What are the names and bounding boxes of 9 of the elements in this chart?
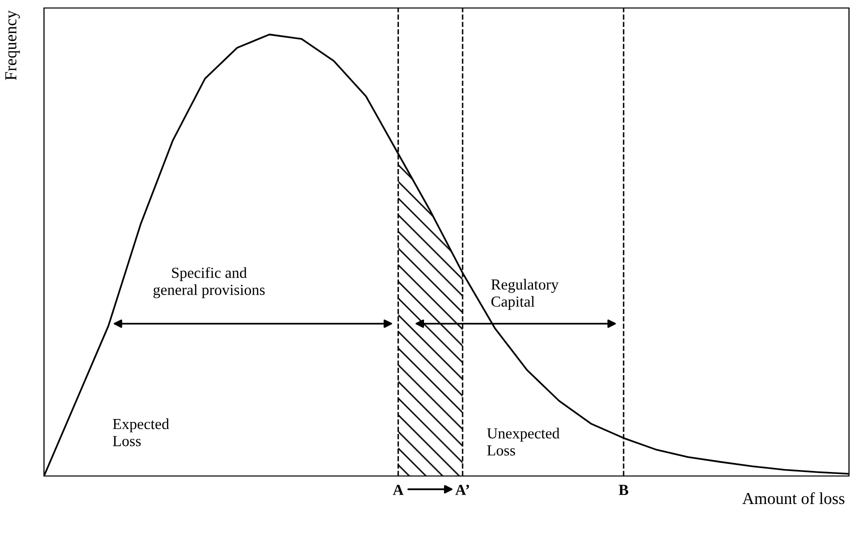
x-tick-label: A’ bbox=[455, 484, 469, 495]
annotation: Regulatory Capital bbox=[491, 278, 559, 310]
y-axis-title: Frequency bbox=[5, 10, 20, 80]
annotation: Specific and general provisions bbox=[153, 267, 265, 298]
x-tick-label: A bbox=[392, 484, 404, 495]
annotation: Expected Loss bbox=[112, 418, 170, 446]
x-axis-title: Amount of loss bbox=[742, 492, 844, 504]
x-tick-label: B bbox=[618, 484, 628, 495]
annotation: Unexpected Loss bbox=[487, 428, 560, 456]
